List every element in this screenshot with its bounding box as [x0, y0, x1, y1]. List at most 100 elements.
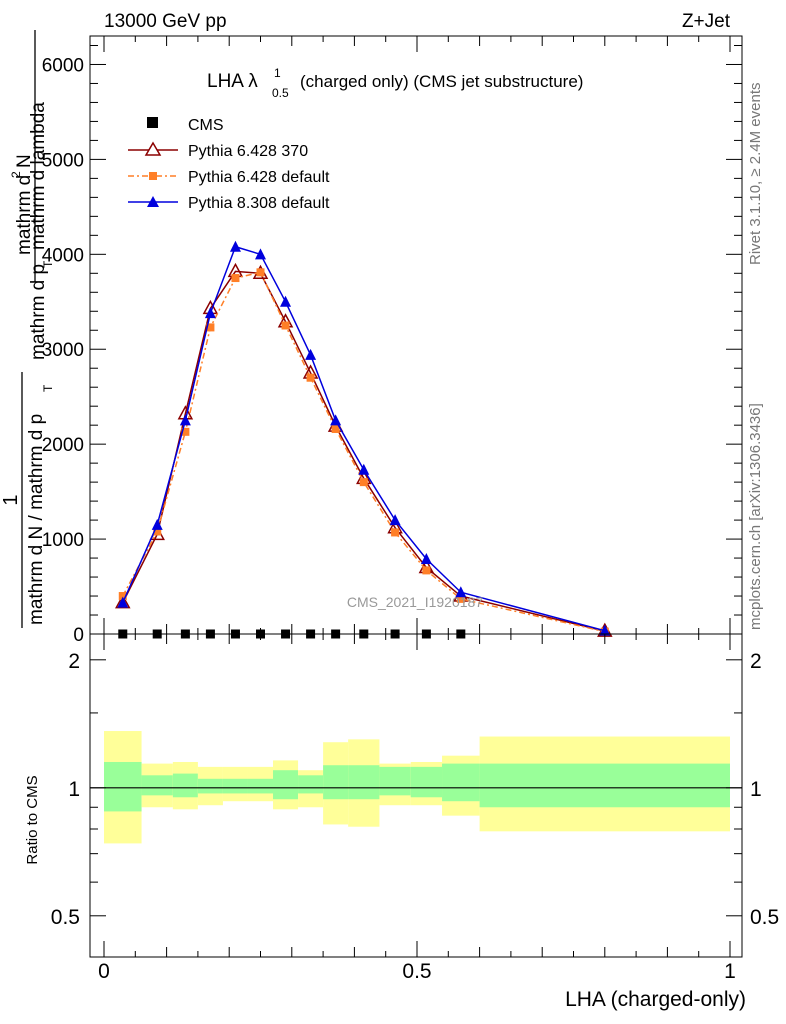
legend-marker-pythia8-default: [147, 196, 159, 207]
data-point: [280, 295, 292, 307]
ratio-ytick-label: 1: [68, 778, 80, 801]
main-ytick-label: 6000: [42, 55, 84, 76]
legend: CMS Pythia 6.428 370 Pythia 6.428 defaul…: [128, 117, 330, 212]
data-point: [153, 527, 162, 536]
ylabel-numerator-2-rest: N: [14, 154, 35, 168]
data-point: [281, 321, 290, 330]
data-point: [256, 268, 265, 277]
main-ytick-label: 1000: [42, 530, 84, 551]
legend-label-cms: CMS: [188, 117, 224, 134]
series-3: [118, 268, 609, 636]
data-point: [391, 528, 400, 537]
main-ytick-label: 0: [73, 625, 84, 646]
plot-title: LHA λ 1 0.5 (charged only) (CMS jet subs…: [207, 66, 583, 100]
data-point: [306, 373, 315, 382]
process-label: Z+Jet: [682, 11, 731, 32]
ylabel-denominator-2-rest: mathrm d lambda: [28, 102, 49, 250]
x-axis-label: LHA (charged-only): [565, 988, 746, 1011]
ratio-ytick-label: 0.5: [51, 906, 80, 929]
ratio-inner-band: [247, 778, 274, 794]
main-series-group: [115, 240, 613, 639]
ratio-plot-frame: [89, 633, 743, 958]
data-point: [118, 592, 127, 601]
series-line: [122, 271, 605, 633]
ratio-inner-band: [479, 763, 730, 808]
main-ytick-label: 2000: [42, 435, 84, 456]
title-subscript: 0.5: [272, 86, 289, 100]
ratio-inner-band: [410, 766, 443, 798]
data-point: [231, 274, 240, 283]
data-point: [456, 594, 465, 603]
data-point: [359, 478, 368, 487]
main-ytick-label: 3000: [42, 340, 84, 361]
x-tick-label: 1: [724, 960, 736, 983]
energy-label: 13000 GeV pp: [104, 11, 227, 32]
mcplots-reference-label: mcplots.cern.ch [arXiv:1306.3436]: [747, 403, 764, 630]
data-point: [331, 424, 340, 433]
ratio-ytick-label-right: 2: [750, 650, 762, 673]
x-tick-label: 0.5: [402, 960, 431, 983]
x-tick-label: 0: [98, 960, 110, 983]
series-line: [122, 245, 605, 632]
data-point: [206, 323, 215, 332]
ylabel-numerator-2: mathrm d: [14, 175, 35, 255]
ylabel-numerator-2-superscript: 2: [9, 171, 23, 178]
legend-marker-pythia6-370: [144, 141, 162, 156]
data-point: [420, 553, 432, 565]
ratio-inner-band: [104, 761, 142, 812]
ratio-inner-band: [273, 770, 299, 800]
ylabel-numerator-1: 1: [0, 494, 22, 505]
data-point: [358, 463, 370, 475]
ratio-y-axis-label: Ratio to CMS: [24, 775, 41, 864]
main-ytick-label: 5000: [42, 150, 84, 171]
data-point: [179, 414, 191, 426]
ratio-ytick-label-right: 1: [750, 778, 762, 801]
data-point: [455, 586, 467, 598]
legend-label-pythia6-370: Pythia 6.428 370: [188, 143, 308, 160]
series-2: [115, 262, 613, 637]
ratio-ytick-label: 2: [68, 650, 80, 673]
data-point: [151, 518, 163, 530]
title-superscript: 1: [274, 66, 281, 80]
ratio-inner-band: [379, 766, 411, 796]
ratio-inner-band: [442, 763, 480, 802]
data-point: [305, 348, 317, 360]
main-y-axis-label: 1 mathrm d N / mathrm d p T mathrm d 2 N…: [0, 30, 55, 628]
ratio-ytick-label-right: 0.5: [750, 906, 779, 929]
data-point: [229, 240, 241, 252]
data-point: [117, 596, 129, 608]
series-line: [122, 270, 605, 632]
ratio-inner-band: [222, 778, 248, 794]
legend-label-pythia6-default: Pythia 6.428 default: [188, 169, 330, 186]
ratio-plot-panel: 0.5 0.5 1 1 2 2 0 0.5 1 Ratio to CMS LHA (charge…: [24, 633, 779, 1011]
legend-label-pythia8-default: Pythia 8.308 default: [188, 195, 330, 212]
ratio-inner-band: [141, 775, 173, 796]
main-axis-ticks: 0 1000 2000 3000 4000 5000 6000: [42, 36, 742, 646]
ratio-inner-band: [197, 778, 223, 794]
ylabel-denominator-2-subscript: T: [41, 260, 55, 268]
ratio-uncertainty-bands: [104, 731, 730, 844]
data-point: [330, 414, 342, 426]
data-point: [255, 248, 266, 260]
ratio-axis-ticks: 0.5 0.5 1 1 2 2 0 0.5 1: [51, 634, 779, 983]
main-ytick-label: 4000: [42, 245, 84, 266]
data-point: [422, 566, 431, 575]
analysis-watermark: CMS_2021_I1920187: [347, 594, 483, 610]
rivet-version-label: Rivet 3.1.10, ≥ 2.4M events: [747, 83, 764, 266]
data-point: [599, 624, 611, 636]
ylabel-denominator-1-subscript: T: [41, 384, 55, 392]
legend-marker-pythia6-default: [149, 172, 157, 180]
ylabel-denominator-2: mathrm d p: [28, 264, 49, 360]
data-point: [204, 307, 216, 319]
main-plot-panel: 0 1000 2000 3000 4000 5000 6000 CMS_2021_I1920…: [0, 30, 743, 646]
ratio-inner-band: [172, 773, 198, 798]
legend-marker-cms: [147, 117, 158, 128]
ratio-inner-band: [298, 775, 324, 794]
series-4: [117, 240, 611, 636]
data-point: [389, 514, 401, 526]
ylabel-denominator-1: mathrm d N / mathrm d p: [26, 414, 47, 625]
data-point: [181, 427, 190, 436]
ratio-inner-band: [323, 765, 349, 800]
ratio-inner-band: [348, 765, 380, 800]
title-main: LHA λ: [207, 71, 258, 92]
